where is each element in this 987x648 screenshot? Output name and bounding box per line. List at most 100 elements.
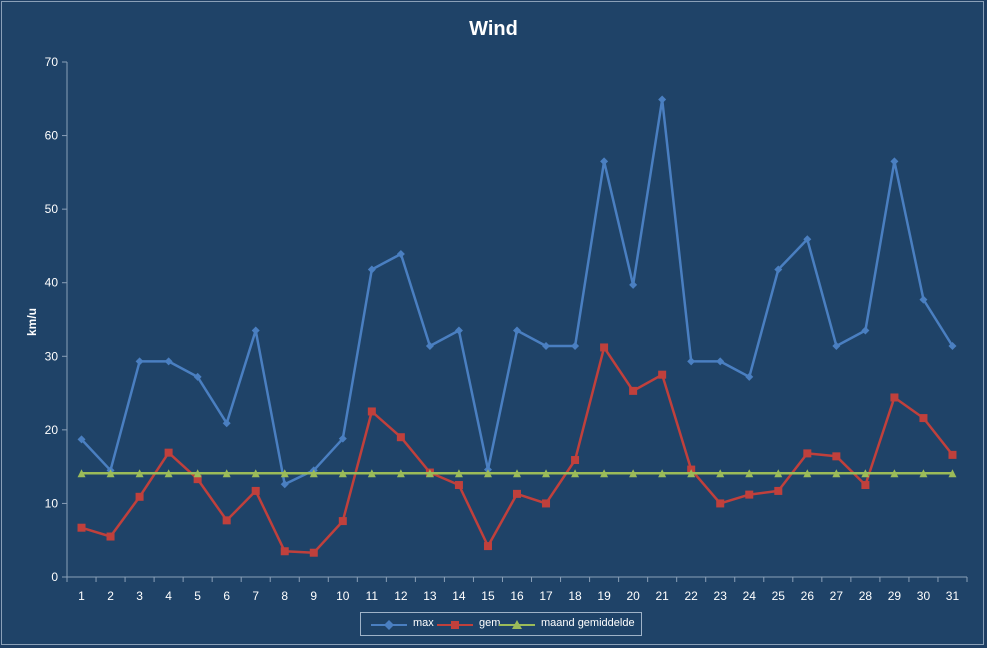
data-point-maand-gemiddelde <box>861 469 870 478</box>
x-tick-label: 20 <box>626 589 640 603</box>
data-point-max <box>513 326 521 335</box>
data-point-maand-gemiddelde <box>425 469 434 478</box>
data-point-maand-gemiddelde <box>309 469 318 478</box>
x-tick-label: 1 <box>78 589 85 603</box>
data-point-gem <box>77 523 86 532</box>
data-point-max <box>542 341 551 350</box>
x-tick-label: 26 <box>801 589 815 603</box>
data-point-max <box>774 265 783 274</box>
data-point-gem <box>774 486 783 495</box>
x-tick-label: 22 <box>685 589 699 603</box>
legend-item-max: max <box>369 617 449 633</box>
x-tick-label: 24 <box>743 589 757 603</box>
data-point-max <box>280 480 289 489</box>
data-point-max <box>367 265 376 274</box>
data-point-maand-gemiddelde <box>280 469 289 478</box>
data-point-max <box>396 250 405 259</box>
data-point-maand-gemiddelde <box>454 469 463 478</box>
data-point-maand-gemiddelde <box>600 469 609 478</box>
data-point-gem <box>454 481 463 490</box>
x-tick-label: 21 <box>655 589 669 603</box>
x-tick-label: 12 <box>394 589 408 603</box>
legend-item-maand-gemiddelde: maand gemiddelde <box>497 617 642 633</box>
data-point-gem <box>222 516 231 525</box>
legend: max gem maand gemiddelde <box>360 612 642 636</box>
data-point-max <box>803 235 812 244</box>
x-tick-label: 13 <box>423 589 437 603</box>
data-point-maand-gemiddelde <box>542 469 551 478</box>
data-point-max <box>425 341 434 350</box>
data-point-gem <box>483 542 492 551</box>
data-point-maand-gemiddelde <box>803 469 812 478</box>
x-tick-label: 31 <box>946 589 960 603</box>
data-point-gem <box>948 450 957 459</box>
data-point-gem <box>309 548 318 557</box>
data-point-max <box>629 280 638 289</box>
data-point-maand-gemiddelde <box>832 469 841 478</box>
legend-swatch-max <box>371 620 407 630</box>
data-point-max <box>251 326 260 335</box>
legend-label-maand-gemiddelde: maand gemiddelde <box>541 617 635 629</box>
x-tick-label: 29 <box>888 589 902 603</box>
data-point-maand-gemiddelde <box>396 469 405 478</box>
data-point-maand-gemiddelde <box>222 469 231 478</box>
data-point-maand-gemiddelde <box>745 469 754 478</box>
data-point-max <box>716 357 725 366</box>
legend-swatch-gem <box>437 621 473 629</box>
data-point-max <box>571 341 580 350</box>
x-tick-label: 2 <box>107 589 114 603</box>
data-point-max <box>861 326 870 335</box>
legend-label-max: max <box>413 617 434 629</box>
data-point-maand-gemiddelde <box>890 469 899 478</box>
data-point-gem <box>600 343 609 352</box>
data-point-max <box>948 341 957 350</box>
data-point-maand-gemiddelde <box>135 469 144 478</box>
legend-item-gem: gem <box>435 617 515 633</box>
data-point-gem <box>571 456 580 465</box>
data-point-maand-gemiddelde <box>919 469 928 478</box>
data-point-gem <box>658 370 667 379</box>
data-point-gem <box>890 393 899 402</box>
legend-swatch-maand-gemiddelde <box>499 620 535 629</box>
data-point-gem <box>542 499 551 508</box>
x-tick-label: 23 <box>714 589 728 603</box>
x-tick-label: 14 <box>452 589 466 603</box>
data-point-max <box>890 157 899 166</box>
data-point-max <box>745 372 754 381</box>
x-tick-label: 15 <box>481 589 495 603</box>
data-point-gem <box>367 407 376 416</box>
data-point-maand-gemiddelde <box>513 469 521 478</box>
data-point-maand-gemiddelde <box>716 469 725 478</box>
data-point-gem <box>338 517 347 526</box>
y-tick-label: 30 <box>45 349 59 363</box>
data-point-max <box>687 357 696 366</box>
data-point-maand-gemiddelde <box>77 469 86 478</box>
x-tick-label: 9 <box>310 589 317 603</box>
data-point-maand-gemiddelde <box>164 469 173 478</box>
x-tick-label: 5 <box>194 589 201 603</box>
data-point-max <box>832 341 841 350</box>
x-tick-label: 19 <box>597 589 611 603</box>
y-tick-label: 20 <box>45 423 59 437</box>
x-tick-label: 30 <box>917 589 931 603</box>
y-tick-label: 60 <box>45 129 59 143</box>
data-point-gem <box>803 449 812 458</box>
data-point-maand-gemiddelde <box>571 469 580 478</box>
data-point-maand-gemiddelde <box>483 469 492 478</box>
y-tick-label: 0 <box>51 570 58 584</box>
data-point-max <box>338 434 347 443</box>
data-point-max <box>919 295 928 304</box>
x-tick-label: 18 <box>568 589 582 603</box>
data-point-max <box>222 419 231 428</box>
x-tick-label: 25 <box>772 589 786 603</box>
data-point-maand-gemiddelde <box>367 469 376 478</box>
x-tick-label: 27 <box>830 589 844 603</box>
data-point-maand-gemiddelde <box>106 469 115 478</box>
data-point-maand-gemiddelde <box>774 469 783 478</box>
data-point-max <box>600 157 609 166</box>
data-point-gem <box>513 489 521 498</box>
data-point-gem <box>832 452 841 461</box>
x-tick-label: 3 <box>136 589 143 603</box>
y-tick-label: 50 <box>45 202 59 216</box>
